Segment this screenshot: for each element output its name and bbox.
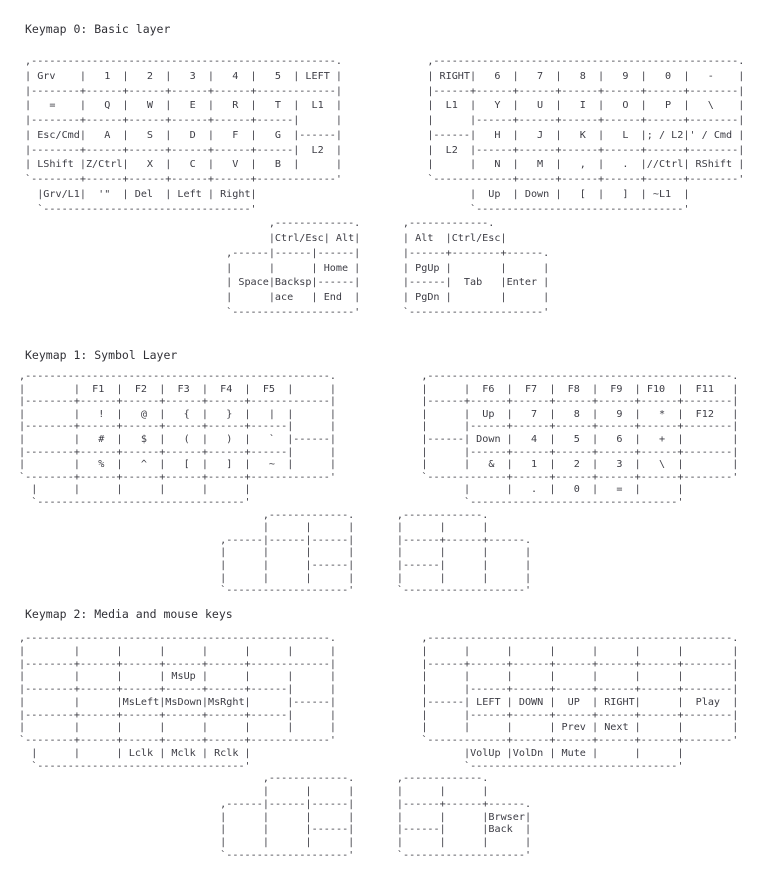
- keymap-1-ascii-diagram: ,---------------------------------------…: [19, 371, 739, 597]
- keymap-2-title: Keymap 2: Media and mouse keys: [25, 607, 233, 621]
- keymap-2-ascii-diagram: ,---------------------------------------…: [19, 633, 739, 861]
- keymap-0-title: Keymap 0: Basic layer: [25, 22, 171, 36]
- keymap-1-title: Keymap 1: Symbol Layer: [25, 348, 178, 362]
- keymap-0-ascii-diagram: ,---------------------------------------…: [25, 56, 745, 318]
